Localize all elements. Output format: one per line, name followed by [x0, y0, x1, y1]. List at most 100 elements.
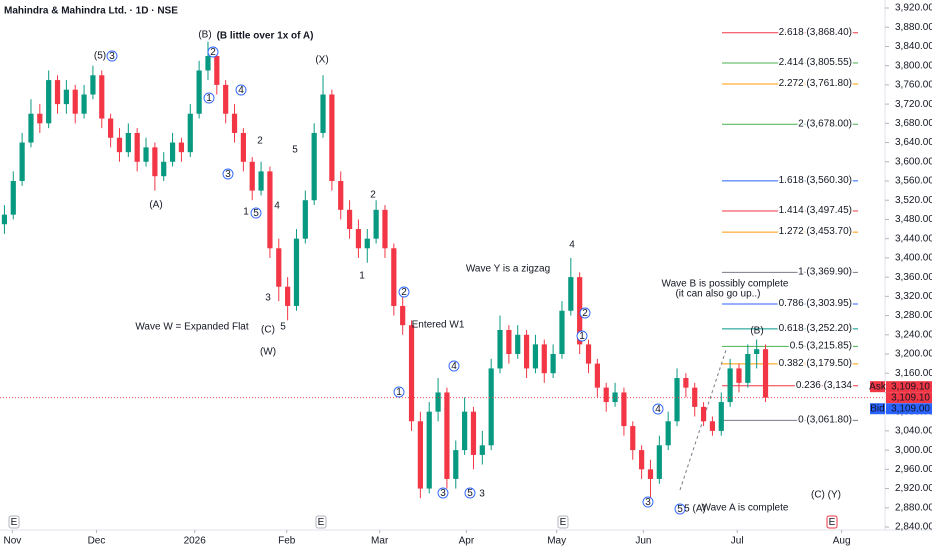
candle-body	[630, 426, 636, 451]
price-tag-kind	[870, 403, 885, 415]
annotation: (B)	[198, 30, 211, 41]
candle-body	[355, 229, 362, 249]
y-tick-label: 3,200.00	[895, 349, 932, 360]
price-tag-kind-label: Ask	[869, 381, 887, 392]
price-tag-label: 3,109.10	[891, 392, 930, 403]
y-tick-label: 3,760.00	[895, 80, 932, 91]
candle-body	[506, 329, 512, 354]
candle-body	[400, 305, 406, 326]
wave-marker	[398, 286, 410, 298]
wave-marker	[106, 50, 118, 62]
candle-body	[532, 344, 539, 369]
wave-marker	[642, 496, 654, 508]
candle-body	[550, 354, 556, 374]
candle-body	[674, 378, 680, 422]
price-tag	[886, 403, 932, 415]
candle-body	[754, 349, 760, 354]
annotation: 5	[292, 145, 298, 156]
x-tick-label: Mar	[371, 536, 389, 547]
candle-body	[568, 277, 574, 311]
annotation: 1	[206, 93, 212, 104]
candle-body	[125, 132, 131, 153]
annotation: (B)	[750, 326, 763, 337]
candle-body	[639, 450, 645, 470]
annotation: 2	[257, 136, 263, 147]
candle-body	[700, 406, 707, 422]
x-tick-label: Nov	[3, 536, 21, 547]
candle-body	[169, 142, 176, 162]
candle-body	[497, 329, 503, 369]
candle-body	[462, 411, 468, 451]
candle-body	[488, 368, 494, 446]
fib-label: 2.618 (3,868.40)	[779, 27, 852, 38]
y-tick-label: 3,440.00	[895, 233, 932, 244]
price-tag	[886, 392, 932, 404]
annotation: 2	[401, 287, 407, 298]
annotation: 1	[579, 331, 585, 342]
y-tick-label: 3,160.00	[895, 368, 932, 379]
candle-body	[745, 354, 751, 383]
candle-body	[559, 310, 565, 354]
y-tick-label: 3,920.00	[895, 3, 932, 14]
event-label: E	[829, 517, 836, 528]
candle-body	[603, 387, 609, 403]
candle-body	[143, 147, 149, 162]
annotation: 1	[243, 207, 249, 218]
price-tag	[886, 381, 932, 393]
candle-body	[293, 238, 300, 306]
annotation: 5 (A)	[684, 504, 706, 515]
annotation: 3	[440, 488, 446, 499]
candle-body	[152, 147, 158, 177]
price-tag-kind-label: Bid	[870, 403, 884, 414]
price-tag-label: 3,109.00	[891, 403, 930, 414]
x-tick-label: Apr	[459, 536, 475, 547]
y-tick-label: 3,000.00	[895, 445, 932, 456]
annotation: 3	[109, 51, 115, 62]
annotation: Wave W = Expanded Flat	[135, 322, 249, 333]
annotation: Entered W1	[412, 320, 465, 331]
candle-body	[470, 411, 477, 455]
fib-label: 0.786 (3,303.95)	[779, 298, 852, 309]
x-tick-label: May	[547, 536, 566, 547]
y-tick-label: 3,520.00	[895, 195, 932, 206]
wave-marker	[437, 487, 449, 499]
candle-body	[205, 56, 211, 71]
annotation: 4	[569, 240, 575, 251]
fib-label: 0 (3,061.80)	[798, 415, 852, 426]
candle-body	[762, 349, 769, 398]
candle-body	[46, 80, 52, 124]
wave-marker	[207, 46, 219, 58]
wave-marker	[235, 84, 247, 96]
candle-body	[134, 132, 140, 162]
candle-body	[1, 214, 8, 225]
candle-body	[523, 334, 530, 369]
annotation: 3	[265, 293, 271, 304]
candle-body	[258, 171, 264, 191]
candle-body	[90, 75, 96, 95]
event-marker	[826, 515, 838, 529]
candle-body	[541, 344, 547, 374]
wave-marker	[203, 92, 215, 104]
event-label: E	[318, 517, 325, 528]
candle-body	[161, 161, 167, 177]
annotation: Wave A is complete	[702, 503, 789, 514]
candle-body	[435, 392, 441, 412]
candle-body	[594, 363, 600, 388]
wave-marker	[464, 487, 476, 499]
annotation: 4	[451, 361, 457, 372]
annotation: 2	[582, 308, 588, 319]
candle-body	[231, 113, 238, 133]
y-tick-label: 2,960.00	[895, 464, 932, 475]
fib-label: 2.272 (3,761.80)	[779, 78, 852, 89]
y-tick-label: 3,840.00	[895, 41, 932, 52]
annotation: (C) (Y)	[811, 490, 841, 501]
candle-body	[585, 344, 592, 364]
candle-body	[108, 118, 114, 138]
annotation: 1	[359, 271, 365, 282]
annotation: 5	[677, 504, 683, 515]
y-tick-label: 3,040.00	[895, 426, 932, 437]
candle-body	[656, 445, 662, 479]
annotation: 3	[225, 169, 231, 180]
candle-body	[364, 238, 370, 249]
